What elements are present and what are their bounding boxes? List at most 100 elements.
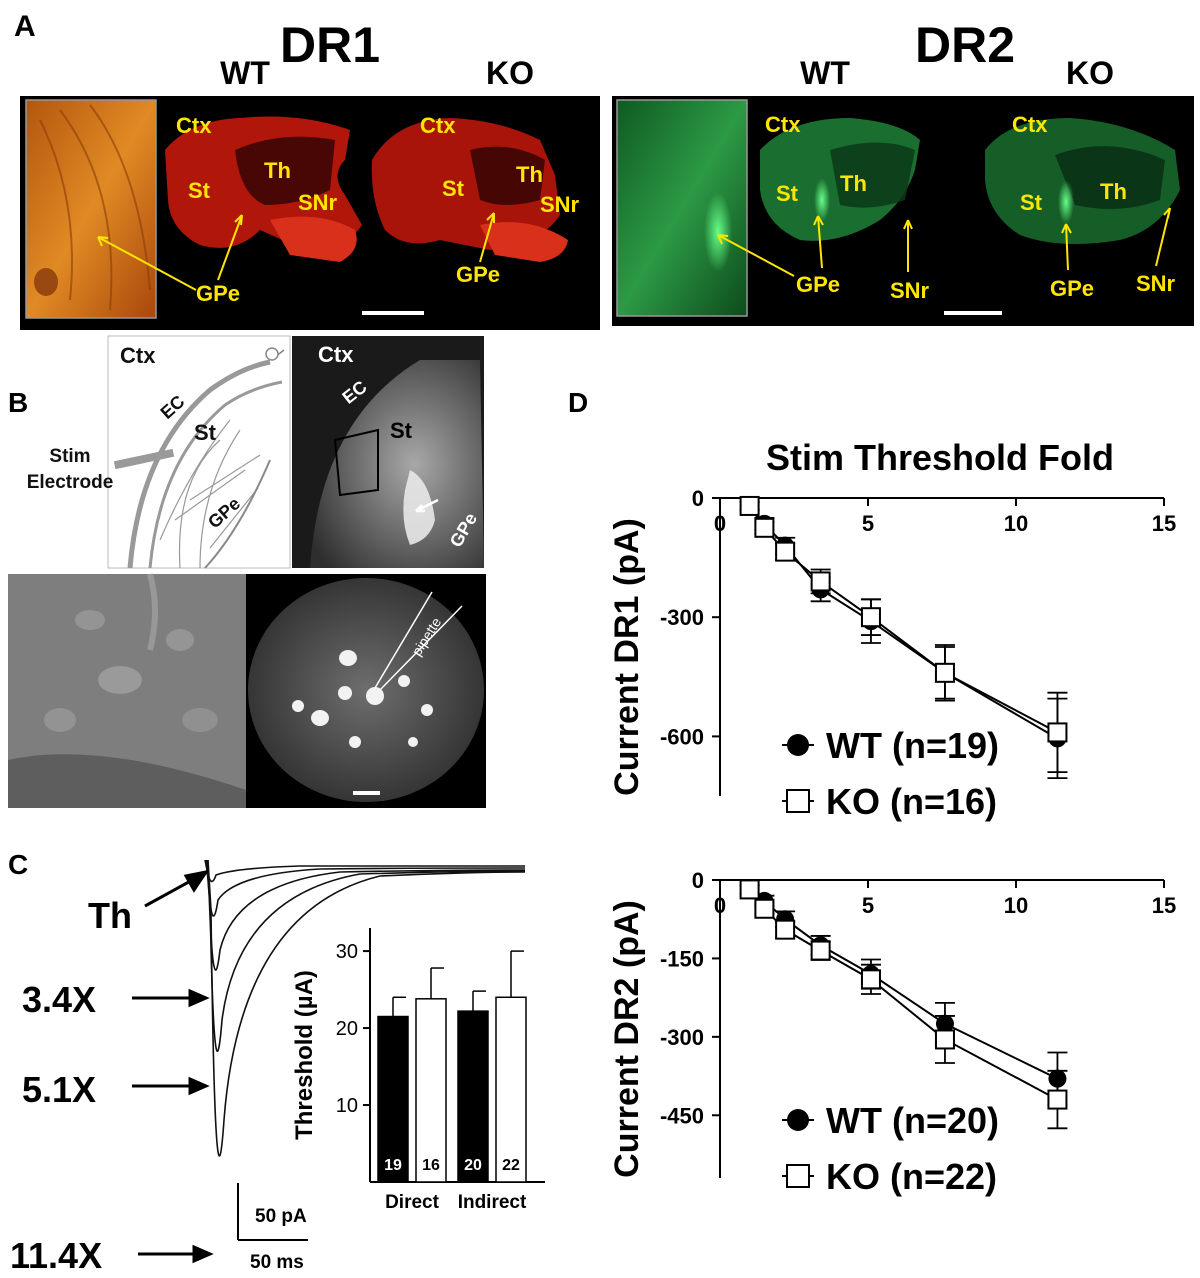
inset-y-tick-label: 10 [336, 1095, 358, 1117]
dr2-wt-ctx-label: Ctx [765, 112, 801, 137]
trace-label-th: Th [88, 895, 132, 936]
legend-label: KO (n=16) [826, 781, 997, 822]
x-tick-label: 5 [862, 893, 874, 918]
trace-label-3-4x: 3.4X [22, 979, 96, 1020]
trace-labels: Th 3.4X 5.1X 11.4X [10, 895, 132, 1276]
data-point-ko [739, 495, 760, 516]
dr1-wt-th-label: Th [264, 158, 291, 183]
series-line [748, 888, 1058, 1101]
dr1-gpe-label: GPe [196, 281, 240, 306]
inset-y-tick-label: 30 [336, 941, 358, 963]
dr1-wt-label: WT [220, 55, 270, 91]
threshold-bar [415, 998, 447, 1183]
x-tick-label: 10 [1004, 511, 1028, 536]
y-tick-label: 0 [692, 486, 704, 511]
data-point-ko [739, 879, 760, 900]
data-point-ko [775, 919, 796, 940]
legend-marker [787, 1109, 809, 1131]
trace-arrows [132, 869, 214, 1264]
stim-label-line1: Stim [49, 446, 90, 467]
dr2-ko-st-label: St [1020, 190, 1043, 215]
dr2-wt-st-label: St [776, 181, 799, 206]
slice-schematic [107, 335, 291, 569]
dr1-wt-snr-label: SNr [298, 190, 338, 215]
threshold-bar-n-label: 16 [422, 1157, 440, 1174]
y-axis-title: Current DR1 (pA) [608, 518, 646, 796]
y-axis-title: Current DR2 (pA) [608, 900, 646, 1178]
legend-label: WT (n=19) [826, 725, 999, 766]
dr1-ko-label: KO [486, 55, 534, 91]
dr2-ko-snr-label: SNr [1136, 271, 1176, 296]
threshold-bar [377, 1015, 409, 1183]
dr2-wt-gpe-label: GPe [796, 272, 840, 297]
inset-group-label: Indirect [458, 1192, 527, 1213]
dr1-scale-bar [362, 311, 424, 315]
trace-scale-bar [237, 1183, 308, 1241]
dr2-arrows [717, 207, 1171, 277]
dr1-ko-snr-label: SNr [540, 192, 580, 217]
data-point-ko [860, 969, 881, 990]
dr1-current-chart: 0 5 10 15 0 -300 -600 Current DR1 (pA) WT (n=19)… [608, 486, 1176, 822]
data-point-ko [754, 898, 775, 919]
panel-a-label: A [14, 10, 36, 43]
data-point-ko [1047, 722, 1068, 743]
threshold-bar-chart: 10 20 30 Threshold (µA) 19 16 20 22 Direct Indire… [291, 928, 545, 1213]
threshold-bar [495, 996, 527, 1183]
x-tick-label: 0 [714, 511, 726, 536]
y-tick-label: -600 [660, 724, 704, 749]
data-point-ko [775, 541, 796, 562]
schematic-ctx-label: Ctx [120, 343, 156, 368]
data-point-ko [860, 607, 881, 628]
panel-d-xaxis-title: Stim Threshold Fold [766, 437, 1114, 478]
inset-y-axis-title: Threshold (µA) [291, 970, 318, 1140]
data-point-ko [754, 517, 775, 538]
schematic-st-label: St [194, 420, 217, 445]
trace-label-5-1x: 5.1X [22, 1069, 96, 1110]
x-tick-label: 15 [1152, 511, 1176, 536]
x-tick-label: 10 [1004, 893, 1028, 918]
data-point-ko [810, 940, 831, 961]
scale-time-label: 50 ms [250, 1252, 304, 1273]
legend-marker [786, 1164, 810, 1188]
trace-label-11-4x: 11.4X [10, 1235, 102, 1276]
current-traces [204, 859, 526, 1157]
stim-label-line2: Electrode [27, 472, 114, 493]
y-tick-label: -300 [660, 605, 704, 630]
panel-d-label: D [568, 387, 588, 418]
dr1-wt-st-label: St [188, 178, 211, 203]
legend-label: KO (n=22) [826, 1156, 997, 1197]
cells-scale-bar [353, 791, 380, 795]
dic-image [8, 573, 246, 808]
dr2-ko-ctx-label: Ctx [1012, 112, 1048, 137]
threshold-bar [457, 1010, 489, 1183]
dr1-wt-ctx-label: Ctx [176, 113, 212, 138]
dr1-ko-st-label: St [442, 176, 465, 201]
inset-y-tick-label: 20 [336, 1018, 358, 1040]
data-point-ko [1047, 1089, 1068, 1110]
dr2-wt-label: WT [800, 55, 850, 91]
slice-fluorescence [292, 336, 484, 568]
dr2-ko-label: KO [1066, 55, 1114, 91]
legend-marker [786, 789, 810, 813]
data-point-ko [934, 1029, 955, 1050]
y-tick-label: 0 [692, 868, 704, 893]
x-tick-label: 15 [1152, 893, 1176, 918]
y-tick-label: -300 [660, 1025, 704, 1050]
y-tick-label: -450 [660, 1103, 704, 1128]
dr2-wt-snr-label: SNr [890, 278, 930, 303]
panel-c-label: C [8, 849, 28, 880]
series-line [748, 505, 1058, 740]
dr2-ko-gpe-label: GPe [1050, 276, 1094, 301]
fluor-ctx-label: Ctx [318, 342, 354, 367]
dr2-title: DR2 [915, 17, 1015, 73]
y-tick-label: -150 [660, 946, 704, 971]
dr2-micrograph [612, 96, 1194, 326]
dr1-ko-ctx-label: Ctx [420, 113, 456, 138]
fluor-st-label: St [390, 418, 413, 443]
legend-label: WT (n=20) [826, 1100, 999, 1141]
fluorescent-cells-image [246, 574, 486, 808]
dr2-wt-th-label: Th [840, 171, 867, 196]
scale-current-label: 50 pA [255, 1206, 307, 1227]
panel-b-label: B [8, 387, 28, 418]
threshold-bar-n-label: 20 [464, 1157, 482, 1174]
